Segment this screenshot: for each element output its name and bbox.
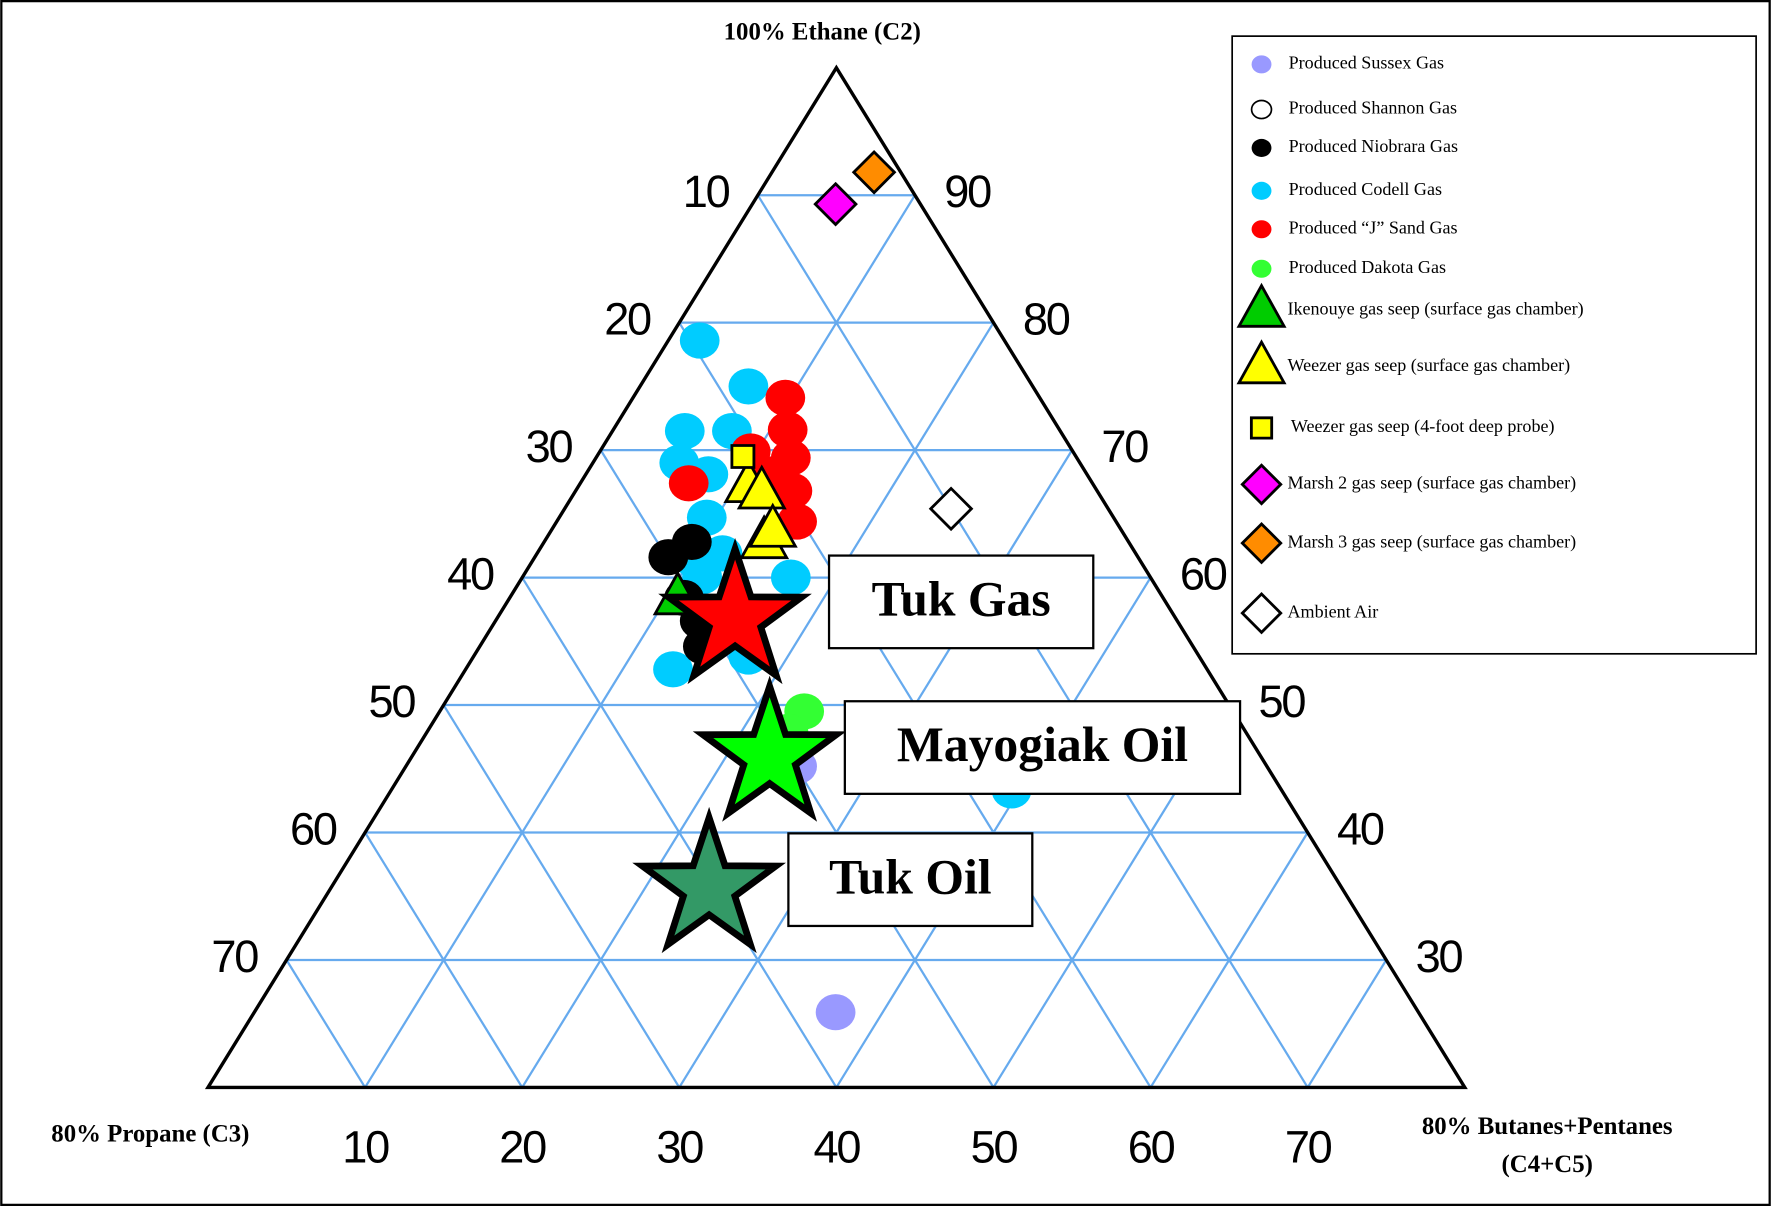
right-tick-label: 40 — [1337, 803, 1384, 854]
legend-label: Produced Shannon Gas — [1289, 98, 1457, 118]
point — [730, 444, 756, 469]
bottom-tick-label: 60 — [1128, 1122, 1175, 1173]
point — [813, 181, 858, 227]
legend-label: Produced Codell Gas — [1289, 179, 1442, 199]
point — [815, 994, 856, 1031]
legend-box — [1231, 35, 1757, 655]
point — [671, 523, 712, 560]
triangle-outline — [204, 64, 1468, 1090]
right-tick-label: 30 — [1416, 931, 1463, 982]
bottom-tick-label: 70 — [1285, 1122, 1332, 1173]
legend-marker — [1251, 138, 1272, 157]
legend-marker — [1240, 463, 1283, 506]
left-tick-label: 20 — [604, 294, 651, 345]
left-tick-label: 30 — [526, 421, 573, 472]
right-tick-label: 90 — [944, 166, 991, 217]
legend-marker — [1240, 521, 1283, 565]
legend-marker — [1251, 259, 1272, 278]
point — [770, 559, 811, 596]
left-tick-label: 40 — [447, 549, 494, 600]
grid-line — [364, 831, 524, 1089]
point — [728, 368, 769, 405]
legend-marker — [1236, 282, 1287, 328]
point — [653, 651, 693, 688]
legend-label: Ambient Air — [1288, 601, 1379, 621]
right-tick-label: 70 — [1101, 421, 1148, 472]
right-title: 80% Butanes+Pentanes — [1422, 1113, 1673, 1140]
point — [765, 379, 806, 416]
legend-marker — [1250, 99, 1273, 120]
bottom-tick-label: 50 — [971, 1122, 1018, 1173]
star — [658, 538, 812, 685]
legend-label: Marsh 3 gas seep (surface gas chamber) — [1288, 531, 1577, 552]
legend-label: Weezer gas seep (surface gas chamber) — [1288, 355, 1571, 376]
label-box — [827, 554, 1095, 650]
grid-line — [285, 959, 367, 1089]
point — [851, 149, 897, 195]
left-tick-label: 10 — [683, 166, 730, 217]
grid-line — [442, 704, 681, 1089]
point — [668, 465, 709, 502]
grid-line — [364, 194, 916, 1089]
grid-line — [521, 577, 838, 1089]
bottom-tick-label: 40 — [814, 1122, 861, 1173]
legend-marker — [1240, 591, 1283, 635]
legend-marker — [1251, 220, 1272, 239]
star-label: Mayogiak Oil — [897, 717, 1188, 772]
star — [632, 806, 786, 954]
point — [767, 411, 808, 448]
legend-label: Produced Sussex Gas — [1289, 53, 1444, 73]
point — [747, 502, 798, 548]
left-tick-label: 50 — [369, 676, 416, 727]
legend-marker — [1251, 55, 1272, 74]
bottom-tick-label: 20 — [499, 1122, 546, 1173]
legend-marker — [1249, 416, 1274, 440]
point — [664, 412, 705, 450]
legend-marker — [1251, 181, 1272, 200]
label-box — [843, 700, 1242, 795]
point — [736, 464, 787, 510]
bottom-tick-label: 10 — [342, 1122, 389, 1173]
legend-label: Produced Niobrara Gas — [1289, 136, 1458, 156]
star — [692, 675, 847, 822]
right-tick-label: 80 — [1023, 294, 1070, 345]
legend-label: Ikenouye gas seep (surface gas chamber) — [1288, 299, 1584, 320]
star-label: Tuk Gas — [872, 572, 1051, 627]
point — [928, 486, 974, 532]
grid-line — [1306, 959, 1388, 1089]
left-tick-label: 70 — [211, 931, 258, 982]
legend-label: Weezer gas seep (4-foot deep probe) — [1291, 416, 1555, 437]
point — [679, 322, 720, 359]
left-tick-label: 60 — [290, 803, 337, 854]
right-title: (C4+C5) — [1502, 1151, 1593, 1178]
top-title: 100% Ethane (C2) — [724, 19, 921, 46]
label-box — [787, 832, 1034, 928]
bottom-tick-label: 30 — [656, 1122, 703, 1173]
legend-marker — [1236, 339, 1287, 385]
legend-label: Marsh 2 gas seep (surface gas chamber) — [1288, 473, 1577, 494]
left-title: 80% Propane (C3) — [51, 1121, 249, 1148]
legend-label: Produced “J” Sand Gas — [1289, 217, 1458, 237]
star-label: Tuk Oil — [829, 849, 991, 904]
right-tick-label: 60 — [1180, 549, 1227, 600]
legend-label: Produced Dakota Gas — [1289, 257, 1446, 277]
right-tick-label: 50 — [1258, 676, 1305, 727]
